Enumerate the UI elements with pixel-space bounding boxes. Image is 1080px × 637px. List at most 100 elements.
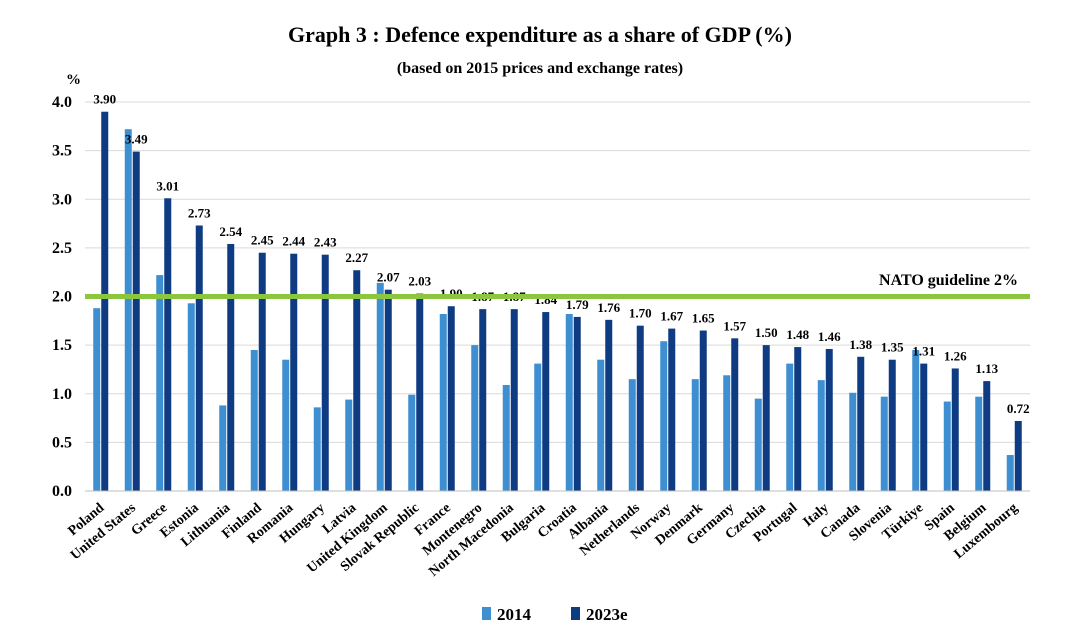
bar-2023e: [353, 270, 361, 491]
data-label-2023e: 2.73: [188, 206, 211, 221]
data-label-2023e: 1.57: [723, 318, 746, 333]
bar-2023e: [731, 338, 739, 491]
bar-2023e: [794, 347, 802, 491]
data-label-2023e: 3.01: [156, 178, 179, 193]
bar-2023e: [384, 289, 392, 491]
data-label-2023e: 1.13: [975, 361, 998, 376]
bar-2023e: [542, 312, 550, 491]
bar-2014: [439, 314, 447, 491]
bar-2023e: [479, 309, 487, 491]
data-label-2023e: 3.90: [93, 92, 116, 107]
data-label-2023e: 2.03: [408, 274, 431, 289]
bar-2023e: [573, 316, 581, 491]
bar-2014: [124, 129, 132, 492]
data-label-2023e: 0.72: [1007, 401, 1030, 416]
y-tick-label: 1.5: [52, 337, 72, 354]
bar-2014: [187, 303, 195, 491]
data-label-2023e: 1.31: [912, 344, 935, 359]
data-label-2023e: 1.76: [597, 300, 620, 315]
legend-swatch-2014: [482, 607, 491, 620]
bar-2014: [219, 405, 227, 491]
bar-2014: [880, 396, 888, 491]
data-label-2023e: 3.49: [125, 132, 148, 147]
bar-2014: [471, 345, 479, 491]
data-label-2023e: 1.70: [629, 306, 652, 321]
bar-2014: [1006, 455, 1014, 491]
bar-2014: [313, 407, 321, 491]
bar-2023e: [258, 252, 266, 491]
bar-2014: [250, 349, 258, 491]
bar-2014: [597, 359, 605, 491]
data-label-2023e: 1.65: [692, 311, 715, 326]
data-label-2023e: 1.38: [849, 337, 872, 352]
bar-2023e: [888, 359, 896, 491]
data-label-2023e: 1.79: [566, 297, 589, 312]
bar-2014: [786, 363, 794, 491]
bar-2014: [534, 363, 542, 491]
bar-2023e: [825, 349, 833, 491]
legend-label-2014: 2014: [497, 605, 532, 624]
bar-2023e: [416, 293, 424, 491]
data-label-2023e: 1.50: [755, 325, 778, 340]
data-label-2023e: 2.43: [314, 235, 337, 250]
bar-2023e: [447, 306, 455, 491]
bar-2023e: [321, 254, 329, 491]
y-axis-label: %: [66, 72, 81, 88]
bar-2023e: [605, 319, 613, 491]
y-tick-label: 3.0: [52, 191, 72, 208]
data-label-2023e: 2.44: [282, 234, 305, 249]
data-label-2023e: 1.26: [944, 348, 967, 363]
y-tick-label: 2.0: [52, 289, 72, 306]
y-tick-label: 3.5: [52, 143, 72, 160]
bar-2023e: [762, 345, 770, 491]
bar-2023e: [195, 225, 203, 491]
bar-2023e: [164, 198, 172, 491]
bar-2014: [660, 341, 668, 491]
bar-2014: [282, 359, 290, 491]
bar-2014: [817, 380, 825, 491]
data-label-2023e: 1.46: [818, 329, 841, 344]
bar-2014: [975, 396, 983, 491]
bar-2014: [565, 314, 573, 491]
bar-2023e: [636, 325, 644, 491]
bar-2014: [943, 401, 951, 491]
bar-2014: [849, 392, 857, 491]
bar-2023e: [951, 368, 959, 491]
data-label-2023e: 1.48: [786, 327, 809, 342]
bar-2014: [376, 282, 384, 491]
bar-2014: [912, 349, 920, 491]
legend-label-2023e: 2023e: [586, 605, 628, 624]
y-tick-label: 4.0: [52, 94, 72, 111]
bar-2023e: [290, 253, 298, 491]
data-label-2023e: 2.45: [251, 233, 274, 248]
bar-2023e: [101, 111, 109, 491]
bar-2023e: [699, 330, 707, 491]
bar-2014: [345, 399, 353, 491]
bar-2023e: [983, 381, 991, 491]
y-tick-label: 0.5: [52, 434, 72, 451]
bar-2023e: [132, 151, 140, 491]
bar-2023e: [227, 243, 235, 491]
data-label-2023e: 1.67: [660, 309, 683, 324]
y-tick-label: 1.0: [52, 386, 72, 403]
bar-2014: [723, 375, 731, 491]
nato-guideline-label: NATO guideline 2%: [879, 272, 1018, 289]
bar-2014: [93, 308, 101, 491]
data-label-2023e: 2.27: [345, 250, 368, 265]
bar-2014: [408, 394, 416, 491]
bar-2023e: [857, 356, 865, 491]
bar-2014: [691, 379, 699, 491]
data-label-2023e: 2.07: [377, 270, 400, 285]
legend-swatch-2023e: [571, 607, 580, 620]
data-label-2023e: 1.35: [881, 340, 904, 355]
bar-2023e: [510, 309, 518, 491]
bar-2014: [754, 398, 762, 491]
bar-2014: [502, 384, 510, 491]
data-label-2023e: 2.54: [219, 224, 242, 239]
bar-2014: [628, 379, 636, 491]
bar-2023e: [920, 363, 928, 491]
bar-2014: [156, 275, 164, 491]
bar-2023e: [1014, 420, 1022, 491]
